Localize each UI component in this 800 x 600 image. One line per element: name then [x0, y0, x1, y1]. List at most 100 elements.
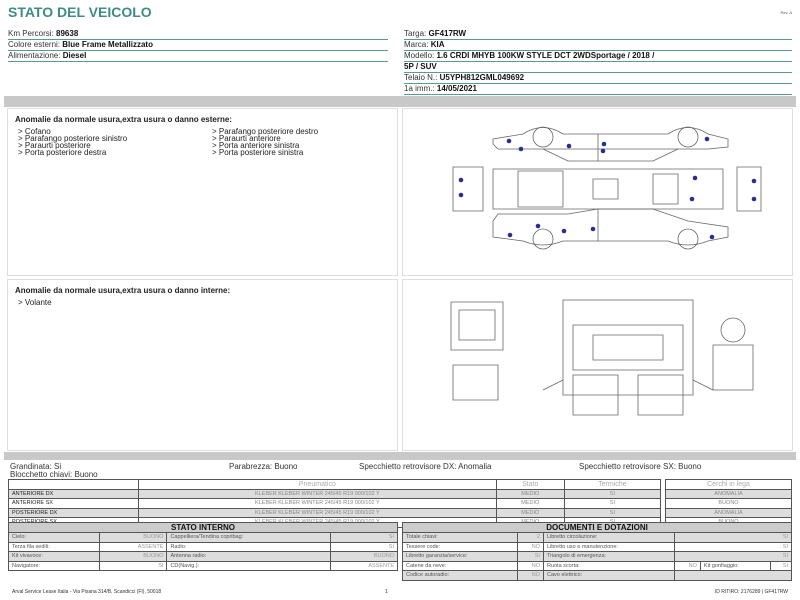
tyre-cell: MEDIO	[495, 488, 565, 499]
mirror-sx-status: Specchietto retrovisore SX: Buono	[579, 462, 702, 471]
exterior-damage-item: > Parafango posteriore destro	[212, 127, 319, 136]
rim-row: ANOMALIA	[665, 507, 792, 518]
car-interior-seats-icon	[450, 301, 504, 401]
section-value: NO	[517, 570, 544, 581]
info-value: Diesel	[62, 51, 87, 60]
documenti-table: DOCUMENTI E DOTAZIONI Totale chiavi: 2 Libr…	[401, 522, 792, 581]
section-row: Tessere code: NO Libretto uso e manutenzio…	[401, 541, 792, 552]
tyre-cell: KLEBER KLEBER WINTER 245/45 R19 000/102 …	[138, 488, 497, 499]
info-value: Blue Frame Metallizzato	[62, 40, 153, 49]
mirror-dx-status: Specchietto retrovisore DX: Anomalia	[359, 462, 492, 471]
exterior-damage-item: > Porta posteriore destra	[18, 148, 107, 157]
section-value: BUONO	[99, 551, 168, 562]
section-value: NO	[674, 560, 701, 571]
documenti-title: DOCUMENTI E DOTAZIONI	[402, 522, 792, 533]
footer-address: Arval Service Lease Italia - Via Pisana …	[12, 589, 162, 595]
stato-interno-title: STATO INTERNO	[8, 522, 398, 533]
section-value: ASSENTE	[329, 560, 399, 571]
exterior-damage-item: > Cofano	[18, 127, 51, 136]
car-side-bottom-icon	[492, 208, 729, 250]
tyre-cell: ANTERIORE DX	[8, 488, 139, 499]
exterior-damage-list: Anomalie da normale usura,extra usura o …	[7, 108, 398, 276]
tyre-cell: MEDIO	[495, 498, 565, 509]
exterior-damage-item: > Porta posteriore sinistra	[212, 148, 304, 157]
info-row: Km Percorsi: 89638	[8, 29, 388, 40]
tyres-header: Pneumatico	[138, 479, 497, 490]
info-label: Marca:	[404, 40, 429, 49]
info-row: Targa: GF417RW	[404, 29, 792, 40]
section-value: SI	[770, 560, 792, 571]
car-side-top-icon	[492, 126, 729, 162]
tyre-cell: MEDIO	[495, 507, 565, 518]
info-label: Telaio N.:	[404, 73, 438, 82]
rim-row: BUONO	[665, 498, 792, 509]
info-label: Colore esterni:	[8, 40, 61, 49]
tyre-cell: SI	[563, 507, 662, 518]
info-value: 5P / SUV	[404, 62, 437, 71]
tyres-table: Pneumatico Stato Termiche ANTERIORE DX KLEBE…	[8, 479, 662, 528]
car-interior-top-icon	[542, 299, 714, 416]
pickup-id: ID RITIRO: 2176289 | GF417RW	[714, 589, 788, 595]
tyres-header: Stato	[495, 479, 565, 490]
tyres-header: Termiche	[563, 479, 662, 490]
section-value	[674, 570, 792, 581]
section-row: Totale chiavi: 2 Libretto circolazione: SI	[401, 532, 792, 543]
section-label: Libretto circolazione:	[542, 532, 676, 543]
section-label: Triangolo di emergenza:	[542, 551, 676, 562]
page-number: 1	[385, 589, 388, 595]
section-label: Ruota scorta:	[542, 560, 676, 571]
info-value: 14/05/2021	[436, 84, 477, 93]
section-row: Libretto garanzia/service: SI Triangolo di…	[401, 551, 792, 562]
section-value: SI	[674, 551, 792, 562]
info-row: Marca: KIA	[404, 40, 792, 51]
info-row: Alimentazione: Diesel	[8, 51, 388, 62]
section-label: Cappelliera/Tendina copribag:	[166, 532, 331, 543]
key-block-status: Blocchetto chiavi: Buono	[10, 470, 98, 479]
section-label: Kit vivavoce:	[7, 551, 101, 562]
section-divider	[4, 96, 796, 107]
section-label: CD(Navig.):	[166, 560, 331, 571]
rims-header: Cerchi in lega	[665, 479, 792, 490]
steering-wheel-icon	[712, 317, 754, 391]
exterior-damage-item: > Paraurti posteriore	[18, 141, 91, 150]
section-label: Navigatore:	[7, 560, 101, 571]
stato-interno-table: STATO INTERNO Cielo: BUONO Cappelliera/Tend…	[7, 522, 399, 571]
info-value: U5YPH812GML049692	[439, 73, 525, 82]
exterior-damage-item: > Porta anteriore sinistra	[212, 141, 300, 150]
section-value: 2	[517, 532, 544, 543]
tyre-cell: SI	[563, 488, 662, 499]
section-label: Terza fila sedili:	[7, 541, 101, 552]
exterior-damage-item: > Parafango posteriore sinistro	[18, 134, 128, 143]
section-value: NO	[517, 541, 544, 552]
rim-cell: BUONO	[665, 498, 792, 509]
info-row: 1a imm.: 14/05/2021	[404, 84, 792, 95]
car-rear-view-icon	[736, 166, 762, 212]
info-row: 5P / SUV	[404, 62, 792, 73]
section-value: SI	[329, 532, 399, 543]
section-row: Codice autoradio: NO Cavo elettrico:	[401, 570, 792, 581]
section-row: Navigatore: SI CD(Navig.): ASSENTE	[7, 560, 399, 571]
tyre-cell: KLEBER KLEBER WINTER 245/45 R19 000/102 …	[138, 498, 497, 509]
section-label: Libretto uso e manutenzione:	[542, 541, 676, 552]
rim-cell: ANOMALIA	[665, 507, 792, 518]
info-row: Colore esterni: Blue Frame Metallizzato	[8, 40, 388, 51]
windshield-status: Parabrezza: Buono	[229, 462, 298, 471]
section-label: Cielo:	[7, 532, 101, 543]
rim-row: ANOMALIA	[665, 488, 792, 499]
rim-cell: ANOMALIA	[665, 488, 792, 499]
section-divider	[4, 452, 796, 460]
tyre-cell: KLEBER KLEBER WINTER 245/45 R19 000/102 …	[138, 507, 497, 518]
info-label: 1a imm.:	[404, 84, 435, 93]
car-top-view-icon	[492, 168, 724, 210]
tyres-header	[8, 479, 139, 490]
section-value: SI	[517, 551, 544, 562]
section-value: NO	[517, 560, 544, 571]
page-title: STATO DEL VEICOLO	[8, 4, 152, 20]
section-value: ASSENTE	[99, 541, 168, 552]
section-value: BUONO	[329, 551, 399, 562]
interior-heading: Anomalie da normale usura,extra usura o …	[15, 286, 231, 295]
section-label: Cavo elettrico:	[542, 570, 676, 581]
section-value: BUONO	[99, 532, 168, 543]
section-row: Catene da neve: NO Ruota scorta: NO Kit gonf…	[401, 560, 792, 571]
info-label: Km Percorsi:	[8, 29, 54, 38]
